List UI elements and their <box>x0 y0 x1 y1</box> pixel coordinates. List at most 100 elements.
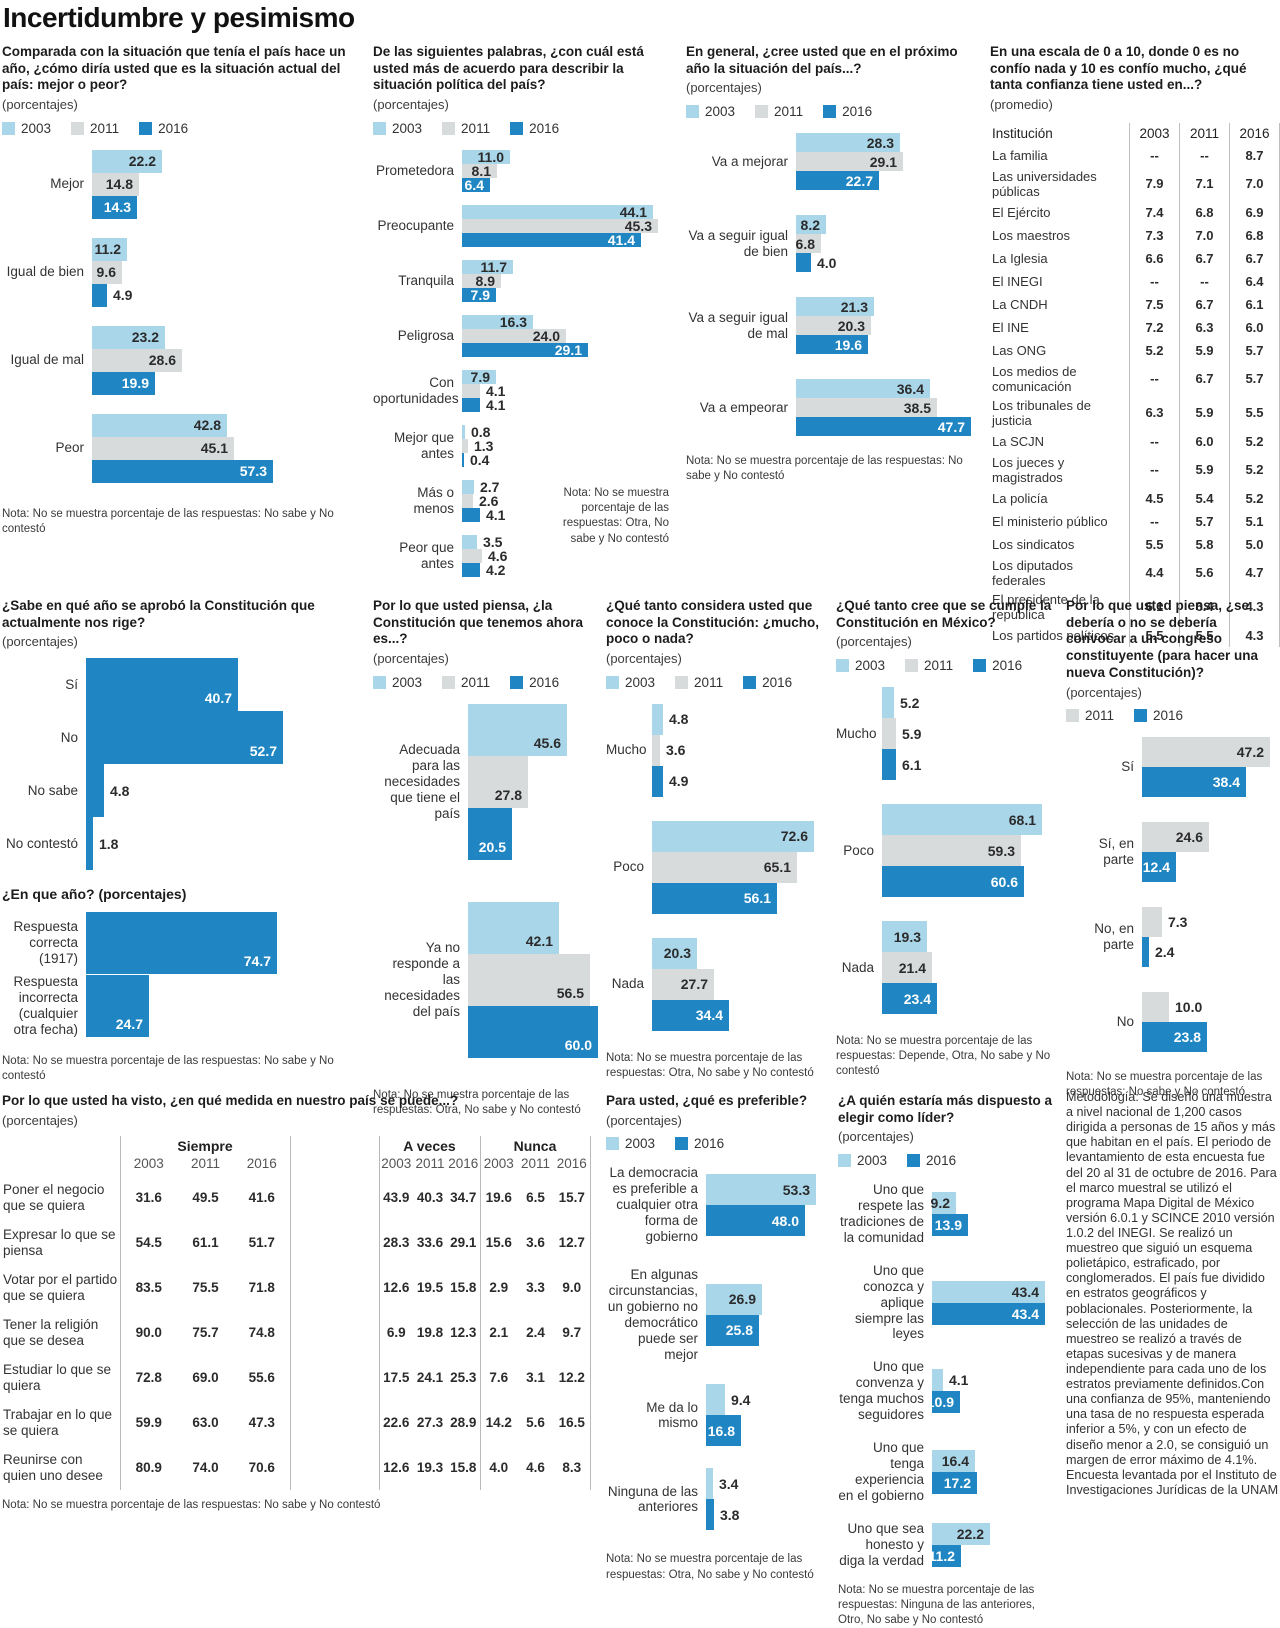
cell-value: 4.0 <box>480 1445 517 1490</box>
bar-2011 <box>462 549 482 563</box>
bar-row: 41.4 <box>462 233 658 247</box>
bar-row: 26.9 <box>706 1284 762 1315</box>
category-label: Preocupante <box>373 218 462 234</box>
value-label: 4.2 <box>486 562 505 578</box>
value-label: 36.4 <box>897 381 924 397</box>
bar-2016: 19.9 <box>92 372 155 395</box>
bar-2016: 60.6 <box>882 866 1024 897</box>
spacer-cell <box>290 1220 379 1265</box>
bar-2016: 19.6 <box>796 335 868 354</box>
legend-swatch-2016 <box>743 676 756 689</box>
chart-title: En general, ¿cree usted que en el próxim… <box>686 44 978 77</box>
legend-item: 2003 <box>838 1153 887 1168</box>
legend-item: 2003 <box>606 675 655 690</box>
cell-value: 54.5 <box>120 1220 177 1265</box>
chart-preferible: Para usted, ¿qué es preferible? (porcent… <box>606 1093 834 1583</box>
bar-row: 27.8 <box>468 756 567 808</box>
bar-group: Adecuada para las necesidades que tiene … <box>373 704 603 860</box>
legend-label: 2003 <box>21 121 51 136</box>
bar-2003 <box>462 480 474 494</box>
bar-group: Respuesta incorrecta (cualquier otra fec… <box>2 974 360 1038</box>
bar-row: 11.2 <box>92 238 132 261</box>
bar-2016 <box>462 398 480 412</box>
spacer-cell <box>290 1400 379 1445</box>
cell-value: 6.1 <box>1230 293 1280 316</box>
legend-swatch-2011 <box>71 122 84 135</box>
bar-2003: 22.2 <box>92 150 162 173</box>
bar-row: 28.3 <box>796 133 903 152</box>
group-header: Nunca <box>480 1136 590 1156</box>
chart-note: Nota: No se muestra porcentaje de las re… <box>838 1583 1062 1628</box>
cell-value: -- <box>1130 510 1180 533</box>
legend-item: 2016 <box>823 104 872 119</box>
value-label: 19.6 <box>835 337 862 353</box>
value-label: 16.8 <box>708 1423 735 1439</box>
bar-2003: 45.6 <box>468 704 567 756</box>
cell-value: 7.0 <box>1180 224 1230 247</box>
bar-row: 42.8 <box>92 414 273 437</box>
bar-row: 21.3 <box>796 297 874 316</box>
bar-row: 24.6 <box>1142 822 1209 852</box>
category-label: Nada <box>606 976 652 992</box>
bar-2003: 44.1 <box>462 205 653 219</box>
spacer-cell <box>290 1175 379 1220</box>
chart-palabras-politica: De las siguientes palabras, ¿con cuál es… <box>373 44 675 574</box>
value-label: 6.8 <box>796 236 815 252</box>
value-label: 4.9 <box>669 773 688 789</box>
bar-2003: 8.2 <box>796 215 826 234</box>
plot: Uno que respete las tradiciones de la co… <box>838 1182 1062 1568</box>
legend-label: 2011 <box>461 675 490 690</box>
bar-2011 <box>1142 992 1169 1022</box>
chart-title-en-que-ano: ¿En que año? (porcentajes) <box>2 886 360 902</box>
bar-row: 0.8 <box>462 425 493 439</box>
bar-2011: 45.3 <box>462 219 658 233</box>
cell-value: 75.7 <box>177 1310 234 1355</box>
cell-value: 19.5 <box>413 1265 447 1310</box>
bar-row: 4.2 <box>462 563 507 577</box>
value-label: 4.1 <box>486 507 505 523</box>
bar-row: 17.2 <box>932 1472 977 1494</box>
legend-label: 2016 <box>762 675 792 690</box>
value-label: 48.0 <box>772 1213 799 1229</box>
value-label: 9.6 <box>97 264 116 280</box>
cell-value: 6.5 <box>517 1175 554 1220</box>
value-label: 11.2 <box>95 241 121 257</box>
cell-value: 5.2 <box>1230 487 1280 510</box>
cell-value: 70.6 <box>234 1445 290 1490</box>
bar-row: 60.6 <box>882 866 1042 897</box>
bar-row: 0.4 <box>462 453 493 467</box>
value-label: 9.2 <box>931 1195 950 1211</box>
cell-value: 7.4 <box>1130 201 1180 224</box>
bar-2011: 28.6 <box>92 349 182 372</box>
value-label: 60.6 <box>991 874 1018 890</box>
category-label: Ninguna de las anteriores <box>606 1484 706 1516</box>
bar-2016 <box>1142 937 1149 967</box>
cell-value: 83.5 <box>120 1265 177 1310</box>
cell-value: 29.1 <box>447 1220 480 1265</box>
bar-2016 <box>462 508 480 522</box>
bar-2011 <box>462 494 473 508</box>
year-header: 2011 <box>517 1156 554 1175</box>
category-label: Peligrosa <box>373 328 462 344</box>
cell-value: 80.9 <box>120 1445 177 1490</box>
legend-label: 2011 <box>461 121 490 136</box>
legend-item: 2011 <box>905 658 953 673</box>
value-label: 4.1 <box>486 397 505 413</box>
legend-swatch-2016 <box>510 122 523 135</box>
bar-row: 29.1 <box>796 152 903 171</box>
legend-item: 2003 <box>686 104 735 119</box>
